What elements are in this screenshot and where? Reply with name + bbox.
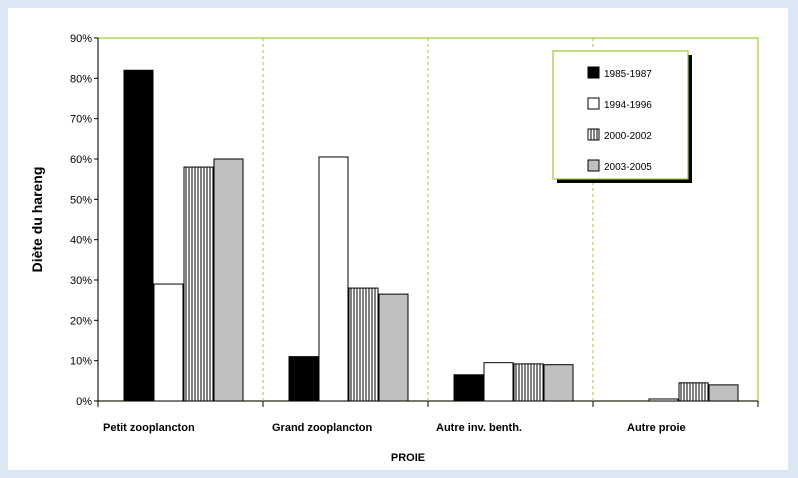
legend-swatch [587, 97, 600, 110]
x-category-label: Petit zooplancton [103, 422, 195, 434]
bar-1994-1996-petit-zooplancton [153, 283, 184, 402]
bar-2003-2005-petit-zooplancton [213, 158, 244, 402]
bar-1985-1987-grand-zooplancton [288, 356, 319, 402]
y-tick-label: 0% [76, 396, 92, 408]
x-axis-title: PROIE [391, 452, 425, 464]
bar-1994-1996-grand-zooplancton [318, 156, 349, 402]
x-category-label: Autre proie [627, 422, 686, 434]
bar-2000-2002-grand-zooplancton [348, 287, 379, 402]
legend-label: 1994-1996 [604, 100, 652, 111]
bar-1994-1996-autre-inv-benth- [483, 362, 514, 402]
bar-1985-1987-petit-zooplancton [123, 69, 154, 402]
chart-frame: 0% 10% 20% 30% 40% 50% 60% 70% 80% 90% Petit zoopl… [8, 8, 788, 470]
y-tick-label: 40% [70, 235, 92, 247]
legend-swatch [587, 66, 600, 79]
legend-label: 2003-2005 [604, 162, 652, 173]
bar-1994-1996-autre-proie [648, 398, 679, 402]
x-category-label: Autre inv. benth. [436, 422, 522, 434]
y-tick-label: 30% [70, 275, 92, 287]
legend-label: 2000-2002 [604, 131, 652, 142]
bar-2003-2005-autre-proie [708, 384, 739, 402]
bar-chart: 0% 10% 20% 30% 40% 50% 60% 70% 80% 90% Petit zoopl… [29, 33, 759, 464]
y-tick-label: 50% [70, 194, 92, 206]
legend-label: 1985-1987 [604, 69, 652, 80]
y-tick-label: 10% [70, 356, 92, 368]
y-tick-label: 70% [70, 114, 92, 126]
legend-swatch [587, 128, 600, 141]
legend-swatch [587, 159, 600, 172]
y-axis-title: Diète du hareng [29, 167, 45, 273]
bar-1985-1987-autre-inv-benth- [453, 374, 484, 402]
legend-box [552, 50, 689, 180]
bar-2003-2005-grand-zooplancton [378, 293, 409, 402]
y-tick-label: 80% [70, 73, 92, 85]
y-tick-label: 20% [70, 315, 92, 327]
y-tick-label: 90% [70, 33, 92, 45]
bar-2000-2002-petit-zooplancton [183, 166, 214, 402]
bar-2000-2002-autre-proie [678, 382, 709, 402]
x-category-label: Grand zooplancton [272, 422, 373, 434]
y-tick-label: 60% [70, 154, 92, 166]
bar-2003-2005-autre-inv-benth- [543, 364, 574, 402]
bar-2000-2002-autre-inv-benth- [513, 363, 544, 402]
